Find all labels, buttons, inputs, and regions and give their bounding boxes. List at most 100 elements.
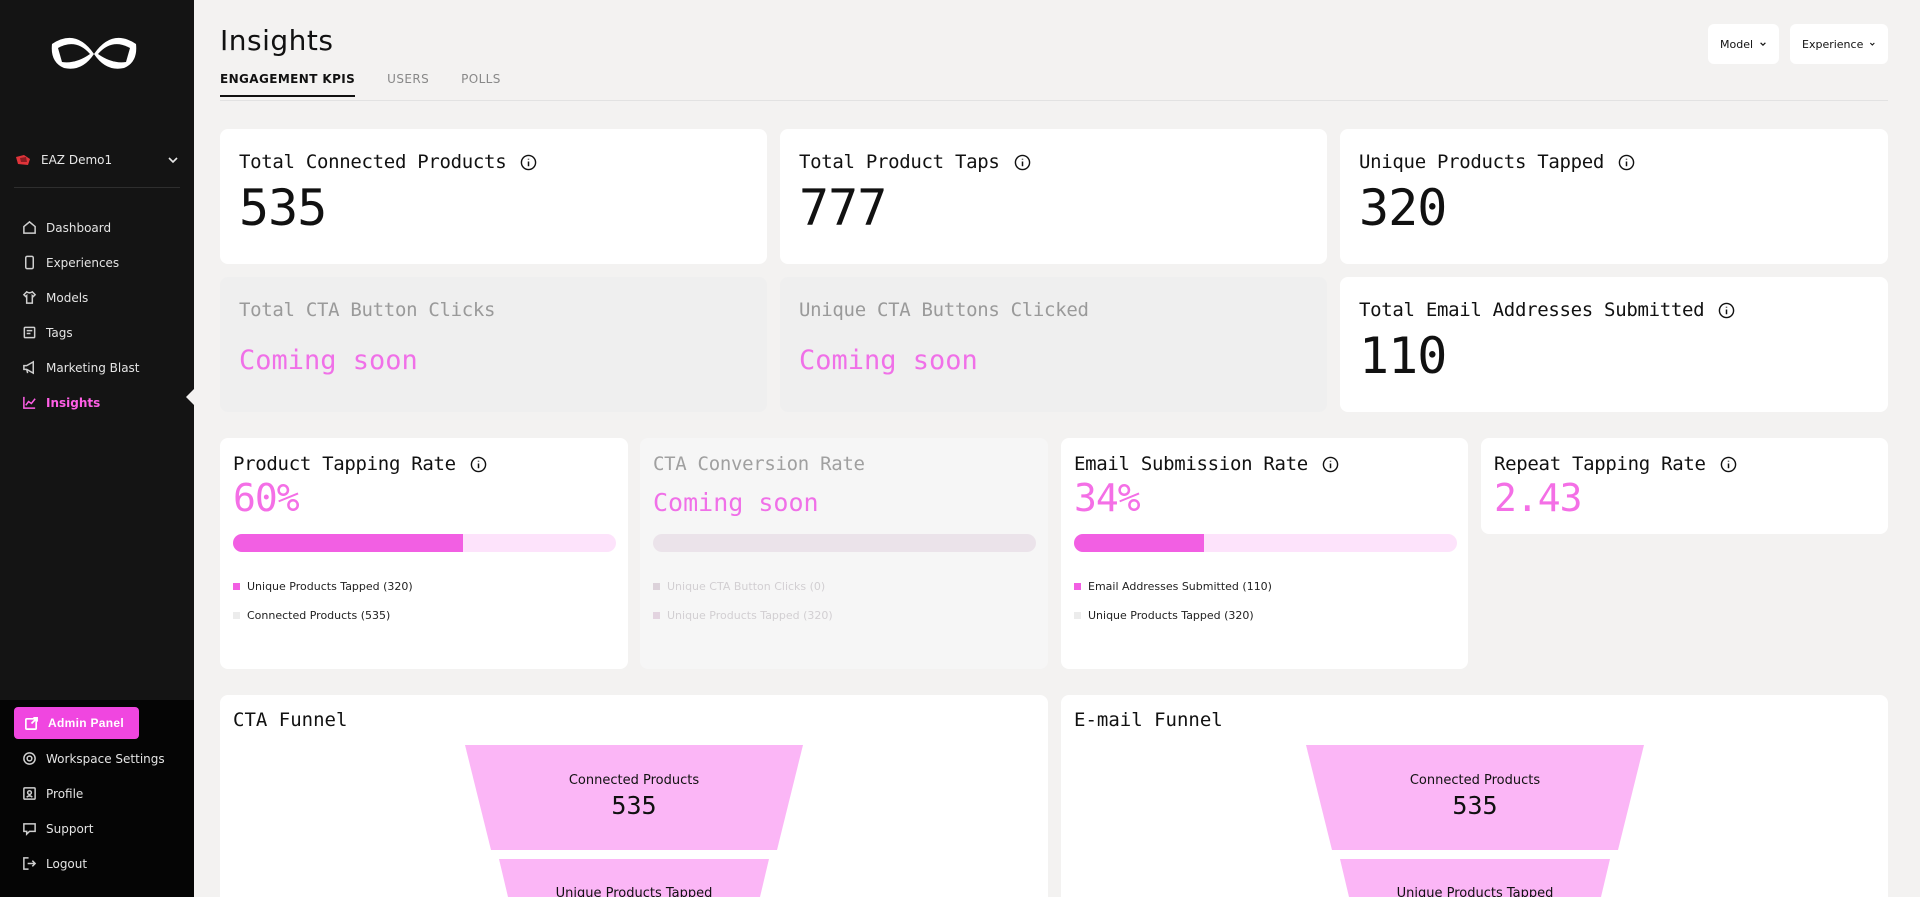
kpi-value: 777 — [799, 179, 887, 237]
kpi-value: 320 — [1359, 179, 1447, 237]
legend-label: Unique Products Tapped (320) — [667, 609, 833, 622]
active-indicator — [186, 388, 195, 406]
info-icon[interactable] — [1014, 154, 1031, 171]
tab-engagement-kpis[interactable]: ENGAGEMENT KPIS — [220, 72, 356, 97]
legend-label: Email Addresses Submitted (110) — [1088, 580, 1272, 593]
kpi-label: Total Connected Products — [239, 151, 507, 173]
progress-fill — [233, 534, 463, 552]
admin-panel-label: Admin Panel — [48, 716, 124, 730]
kpi-title: Unique CTA Buttons Clicked — [799, 299, 1089, 321]
legend-swatch — [233, 612, 240, 619]
legend-label: Unique Products Tapped (320) — [1088, 609, 1254, 622]
chart-icon — [23, 396, 36, 409]
sidebar-item-tags[interactable]: Tags — [22, 315, 140, 350]
sidebar-bottom-nav: Workspace Settings Profile Support Logou… — [22, 741, 165, 881]
legend-swatch — [653, 612, 660, 619]
sidebar-item-experiences[interactable]: Experiences — [22, 245, 140, 280]
sidebar-item-marketing-blast[interactable]: Marketing Blast — [22, 350, 140, 385]
kpi-card-total-connected: Total Connected Products 535 — [220, 129, 767, 264]
rate-card-repeat: Repeat Tapping Rate 2.43 — [1481, 438, 1888, 534]
experience-dropdown[interactable]: Experience — [1790, 24, 1888, 64]
email-funnel-card: E-mail Funnel Connected Products 535 Uni… — [1061, 695, 1888, 897]
kpi-title: Unique Products Tapped — [1359, 151, 1635, 173]
kpi-title: Total CTA Button Clicks — [239, 299, 496, 321]
info-icon[interactable] — [1618, 154, 1635, 171]
rate-title: CTA Conversion Rate — [653, 453, 865, 475]
sidebar-item-label: Profile — [46, 786, 84, 801]
coming-soon-text: Coming soon — [239, 345, 418, 376]
funnel-chart — [465, 745, 803, 897]
kpi-value: 110 — [1359, 327, 1447, 385]
rate-card-cta: CTA Conversion Rate Coming soon Unique C… — [640, 438, 1048, 669]
funnel-stage-2 — [499, 859, 769, 897]
cta-funnel-card: CTA Funnel Connected Products 535 Unique… — [220, 695, 1048, 897]
funnel-title: E-mail Funnel — [1074, 709, 1223, 731]
admin-panel-button[interactable]: Admin Panel — [14, 707, 139, 739]
legend-item: Unique Products Tapped (320) — [1074, 609, 1254, 622]
sidebar-item-support[interactable]: Support — [22, 811, 165, 846]
sidebar-item-workspace-settings[interactable]: Workspace Settings — [22, 741, 165, 776]
legend-label: Unique Products Tapped (320) — [247, 580, 413, 593]
sidebar-item-profile[interactable]: Profile — [22, 776, 165, 811]
rate-value: 34% — [1074, 476, 1141, 520]
workspace-name: EAZ Demo1 — [41, 153, 113, 167]
legend-item: Connected Products (535) — [233, 609, 390, 622]
funnel-stage-1 — [465, 745, 803, 850]
kpi-card-unique-tapped: Unique Products Tapped 320 — [1340, 129, 1888, 264]
funnel-stage-label: Unique Products Tapped — [1396, 886, 1554, 897]
tab-bar: ENGAGEMENT KPIS USERS POLLS — [220, 72, 533, 97]
tab-users[interactable]: USERS — [387, 72, 430, 86]
info-icon[interactable] — [1720, 456, 1737, 473]
legend-item: Unique CTA Button Clicks (0) — [653, 580, 825, 593]
rate-title: Product Tapping Rate — [233, 453, 487, 475]
rate-label: Email Submission Rate — [1074, 453, 1308, 475]
info-icon[interactable] — [1718, 302, 1735, 319]
kpi-card-total-taps: Total Product Taps 777 — [780, 129, 1327, 264]
legend-swatch — [1074, 612, 1081, 619]
kpi-card-emails: Total Email Addresses Submitted 110 — [1340, 277, 1888, 412]
sidebar-item-label: Logout — [46, 856, 88, 871]
rate-card-email: Email Submission Rate 34% Email Addresse… — [1061, 438, 1468, 669]
coming-soon-text: Coming soon — [799, 345, 978, 376]
progress-fill — [1074, 534, 1205, 552]
sidebar-nav: Dashboard Experiences Models Tags Market… — [22, 210, 140, 420]
sidebar-item-logout[interactable]: Logout — [22, 846, 165, 881]
progress-bar — [653, 534, 1036, 552]
sidebar-item-label: Marketing Blast — [46, 360, 140, 375]
legend-swatch — [1074, 583, 1081, 590]
experience-dropdown-label: Experience — [1802, 37, 1864, 51]
megaphone-icon — [23, 360, 34, 375]
sidebar-item-label: Experiences — [46, 255, 120, 270]
legend-label: Unique CTA Button Clicks (0) — [667, 580, 826, 593]
sidebar-item-label: Workspace Settings — [46, 751, 165, 766]
gear-icon — [23, 752, 36, 765]
tab-polls[interactable]: POLLS — [461, 72, 501, 86]
sidebar-item-label: Dashboard — [46, 220, 112, 235]
info-icon[interactable] — [1322, 456, 1339, 473]
legend-swatch — [653, 583, 660, 590]
funnel-stage-2 — [1340, 859, 1610, 897]
tabs-divider — [220, 100, 1888, 101]
sidebar-item-dashboard[interactable]: Dashboard — [22, 210, 140, 245]
legend-item: Email Addresses Submitted (110) — [1074, 580, 1272, 593]
brand-logo-icon[interactable] — [46, 34, 142, 74]
sidebar-item-insights[interactable]: Insights — [22, 385, 140, 420]
sidebar-item-label: Tags — [46, 325, 73, 340]
workspace-selector[interactable]: EAZ Demo1 — [14, 148, 180, 172]
rate-card-tapping: Product Tapping Rate 60% Unique Products… — [220, 438, 628, 669]
funnel-title: CTA Funnel — [233, 709, 348, 731]
legend-item: Unique Products Tapped (320) — [653, 609, 833, 622]
rate-label: Product Tapping Rate — [233, 453, 456, 475]
progress-bar — [1074, 534, 1457, 552]
model-dropdown[interactable]: Model — [1708, 24, 1779, 64]
coming-soon-text: Coming soon — [653, 488, 819, 517]
workspace-icon — [16, 155, 30, 165]
phone-icon — [25, 255, 34, 270]
dashboard-icon — [23, 220, 36, 234]
sidebar-item-models[interactable]: Models — [22, 280, 140, 315]
chevron-down-icon — [1870, 42, 1876, 46]
info-icon[interactable] — [470, 456, 487, 473]
model-dropdown-label: Model — [1720, 37, 1754, 51]
info-icon[interactable] — [520, 154, 537, 171]
kpi-title: Total Connected Products — [239, 151, 537, 173]
